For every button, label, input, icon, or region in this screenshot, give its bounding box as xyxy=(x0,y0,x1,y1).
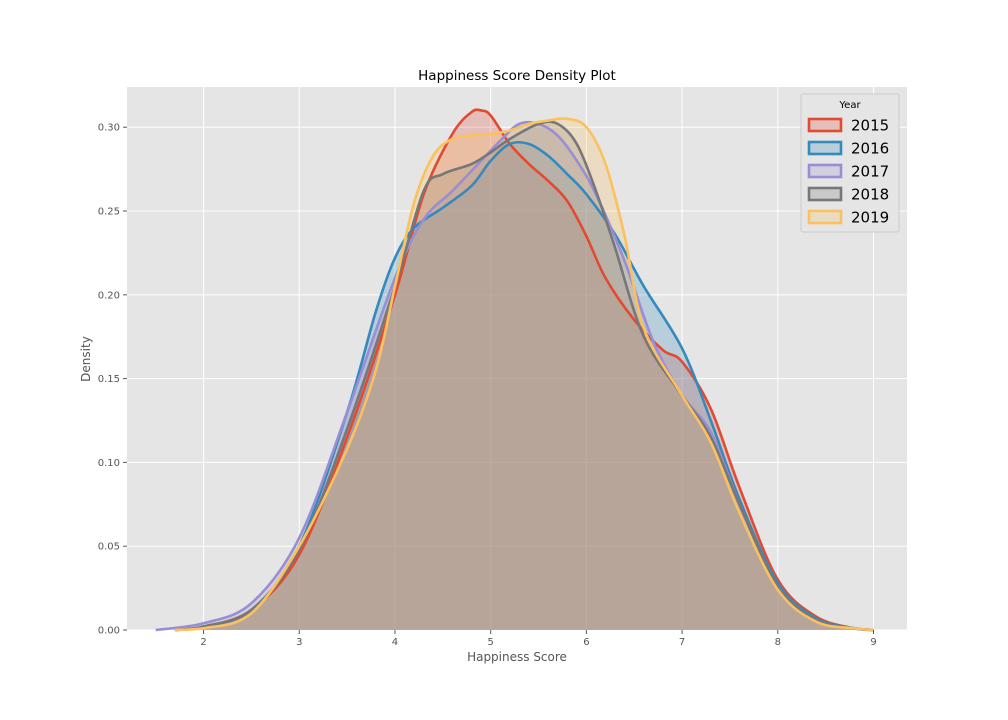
chart-title: Happiness Score Density Plot xyxy=(418,68,616,84)
legend-title: Year xyxy=(838,100,861,111)
legend-label: 2016 xyxy=(851,140,889,158)
x-axis-label: Happiness Score xyxy=(467,650,567,664)
y-tick-label: 0.05 xyxy=(98,542,120,553)
legend-swatch xyxy=(807,163,843,179)
plot-background xyxy=(127,87,907,630)
y-tick-label: 0.00 xyxy=(98,626,120,637)
y-tick-label: 0.25 xyxy=(98,207,120,218)
density-area-2019 xyxy=(174,118,874,630)
x-tick-label: 3 xyxy=(296,637,302,648)
x-axis-ticks: 2 3 4 5 6 7 8 9 xyxy=(200,630,877,648)
y-axis-ticks: 0.00 0.05 0.10 0.15 0.20 0.25 0.30 xyxy=(98,123,127,637)
legend: Year 2015 2016 2017 2018 2019 xyxy=(800,93,900,233)
x-tick-label: 5 xyxy=(487,637,493,648)
legend-box xyxy=(800,93,900,233)
y-tick-label: 0.30 xyxy=(98,123,120,134)
y-axis-label: Density xyxy=(79,336,93,382)
x-tick-label: 9 xyxy=(870,637,876,648)
density-area-2015 xyxy=(174,109,874,630)
legend-label: 2019 xyxy=(851,209,889,227)
density-area-2016 xyxy=(174,142,874,630)
legend-items: 2015 2016 2017 2018 2019 xyxy=(807,117,889,227)
legend-label: 2017 xyxy=(851,163,889,181)
x-tick-label: 7 xyxy=(679,637,685,648)
legend-item-2016: 2016 xyxy=(807,140,889,158)
legend-item-2018: 2018 xyxy=(807,186,889,204)
density-area-2017 xyxy=(155,122,874,630)
x-tick-label: 2 xyxy=(200,637,206,648)
x-tick-label: 4 xyxy=(392,637,398,648)
legend-item-2017: 2017 xyxy=(807,163,889,181)
legend-item-2019: 2019 xyxy=(807,209,889,227)
density-line-2019 xyxy=(174,117,874,632)
legend-item-2015: 2015 xyxy=(807,117,889,135)
y-tick-label: 0.20 xyxy=(98,290,120,301)
x-tick-label: 8 xyxy=(775,637,781,648)
legend-swatch xyxy=(807,186,843,202)
legend-swatch xyxy=(807,117,843,133)
x-tick-label: 6 xyxy=(583,637,589,648)
y-tick-label: 0.15 xyxy=(98,374,120,385)
legend-swatch xyxy=(807,209,843,225)
density-line-2018 xyxy=(174,120,874,632)
legend-label: 2018 xyxy=(851,186,889,204)
density-line-2015 xyxy=(174,108,874,632)
density-area-2018 xyxy=(174,121,874,631)
y-tick-label: 0.10 xyxy=(98,458,120,469)
legend-swatch xyxy=(807,140,843,156)
legend-label: 2015 xyxy=(851,117,889,135)
density-areas xyxy=(155,109,874,631)
density-lines xyxy=(155,108,874,632)
